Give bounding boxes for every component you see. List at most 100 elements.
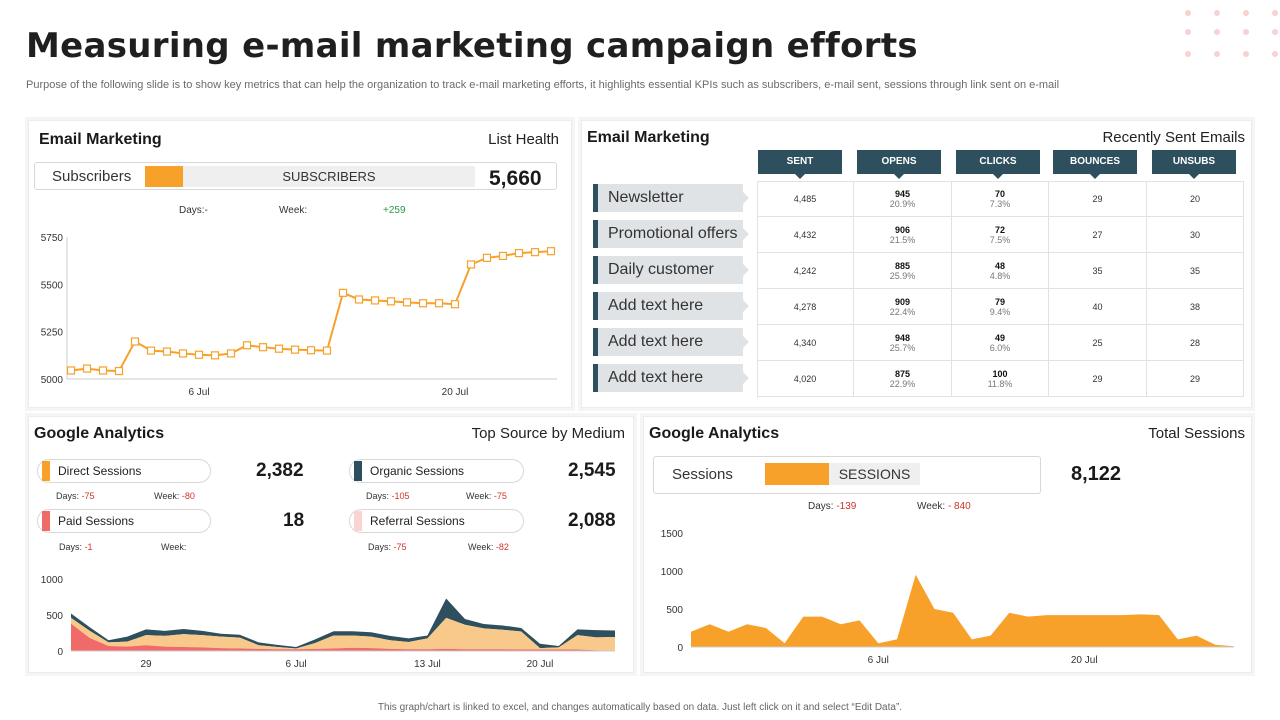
paid-sessions-value: 18 [283, 510, 305, 531]
subscribers-point [450, 300, 460, 309]
y-tick-label: 5000 [41, 375, 64, 386]
list-health-chart: 5000 5250 5500 5750 6 Jul 20 Jul [41, 233, 557, 398]
paid-sessions-area [71, 623, 615, 651]
opens-percent: 22.4% [889, 306, 916, 317]
bounces-value: 40 [1092, 301, 1103, 312]
paid-sessions-pill: Paid Sessions [37, 509, 211, 533]
paid-week-label: Week: [161, 542, 187, 552]
panel-subtitle: Total Sessions [1148, 425, 1245, 442]
table-cell-clicks: 79 9.4% [952, 289, 1049, 325]
panel-subtitle: Recently Sent Emails [1102, 129, 1245, 146]
unsubs-value: 30 [1189, 229, 1200, 240]
y-tick-label: 1500 [661, 529, 684, 540]
table-cell-sent: 4,020 [757, 361, 854, 397]
sessions-area [691, 574, 1234, 647]
email-row-label: Newsletter [593, 184, 749, 212]
opens-percent: 21.5% [889, 234, 916, 245]
direct-days-label: Days: [56, 491, 80, 501]
x-tick-label: 6 Jul [286, 659, 307, 670]
subscribers-point [546, 247, 556, 256]
y-tick-label: 0 [57, 647, 63, 658]
page-title: Measuring e-mail marketing campaign effo… [26, 26, 918, 66]
subscribers-point [306, 346, 316, 355]
subscribers-point [162, 347, 172, 356]
subscribers-point [434, 299, 444, 308]
referral-sessions-label: Referral Sessions [370, 514, 465, 528]
referral-days-label: Days: [368, 542, 392, 552]
organic-sessions-label: Organic Sessions [370, 464, 465, 478]
organic-sessions-value: 2,545 [568, 460, 616, 481]
referral-swatch [354, 511, 362, 531]
table-cell-opens: 875 22.9% [854, 361, 952, 397]
table-cell-clicks: 72 7.5% [952, 217, 1049, 253]
sessions-pill: Sessions SESSIONS [653, 456, 1041, 494]
referral-sessions-value: 2,088 [568, 510, 616, 531]
table-cell-opens: 945 20.9% [854, 181, 952, 217]
table-cell-opens: 906 21.5% [854, 217, 952, 253]
subscribers-point [370, 296, 380, 305]
subscribers-point [82, 364, 92, 373]
paid-days-label: Days: [59, 542, 83, 552]
x-tick-label: 20 Jul [442, 387, 469, 398]
clicks-percent: 11.8% [987, 378, 1013, 389]
subscribers-label: Subscribers [52, 168, 132, 185]
subscribers-point [322, 346, 332, 355]
opens-count: 875 [894, 368, 911, 379]
table-cell-bounces: 25 [1049, 325, 1147, 361]
sent-value: 4,278 [793, 301, 817, 312]
table-cell-opens: 885 25.9% [854, 253, 952, 289]
sessions-bar [765, 463, 829, 485]
table-cell-unsubs: 30 [1147, 217, 1244, 253]
top-source-panel: Google Analytics Top Source by Medium Di… [28, 416, 634, 673]
sessions-days-label: Days: [808, 501, 834, 512]
subscribers-point [226, 349, 236, 358]
referral-days-value: -75 [393, 542, 407, 552]
table-cell-sent: 4,485 [757, 181, 854, 217]
email-row-label: Add text here [593, 328, 749, 356]
clicks-count: 48 [994, 260, 1005, 271]
opens-percent: 20.9% [889, 198, 916, 209]
paid-swatch [42, 511, 50, 531]
referral-week-value: -82 [495, 542, 509, 552]
unsubs-value: 38 [1189, 301, 1200, 312]
subscribers-point [274, 344, 284, 353]
sessions-label: Sessions [672, 466, 733, 483]
unsubs-value: 28 [1189, 337, 1200, 348]
footer-note: This graph/chart is linked to excel, and… [377, 702, 903, 713]
clicks-count: 49 [994, 332, 1005, 343]
panel-subtitle: Top Source by Medium [471, 425, 625, 442]
clicks-percent: 4.8% [989, 270, 1011, 281]
panel-subtitle: List Health [488, 131, 559, 148]
clicks-count: 100 [992, 368, 1008, 379]
y-tick-label: 5250 [41, 328, 64, 339]
week-label: Week: [279, 205, 308, 216]
table-cell-sent: 4,242 [757, 253, 854, 289]
bounces-value: 35 [1092, 265, 1103, 276]
sent-value: 4,340 [793, 337, 817, 348]
x-tick-label: 20 Jul [1071, 655, 1098, 666]
subscribers-point [354, 295, 364, 304]
y-tick-label: 5750 [41, 233, 64, 244]
table-cell-unsubs: 28 [1147, 325, 1244, 361]
subscribers-point [482, 253, 492, 262]
clicks-count: 70 [994, 188, 1005, 199]
organic-sessions-pill: Organic Sessions [349, 459, 524, 483]
email-row-label: Promotional offers [593, 220, 749, 248]
table-cell-opens: 948 25.7% [854, 325, 952, 361]
subscribers-point [66, 366, 76, 375]
table-cell-sent: 4,340 [757, 325, 854, 361]
panel-title: Email Marketing [39, 131, 162, 148]
table-top-rule [757, 181, 1244, 182]
subscribers-point [242, 341, 252, 350]
sessions-bar-label: SESSIONS [829, 463, 920, 485]
clicks-percent: 7.3% [989, 198, 1011, 209]
direct-week-value: -80 [181, 491, 195, 501]
days-label: Days:- [179, 205, 208, 216]
clicks-percent: 9.4% [989, 306, 1011, 317]
opens-count: 945 [894, 188, 911, 199]
subscribers-point [402, 298, 412, 307]
total-sessions-panel: Google Analytics Total Sessions Sessions… [643, 416, 1252, 673]
direct-sessions-value: 2,382 [256, 460, 304, 481]
direct-sessions-label: Direct Sessions [58, 464, 142, 478]
referral-sessions-pill: Referral Sessions [349, 509, 524, 533]
